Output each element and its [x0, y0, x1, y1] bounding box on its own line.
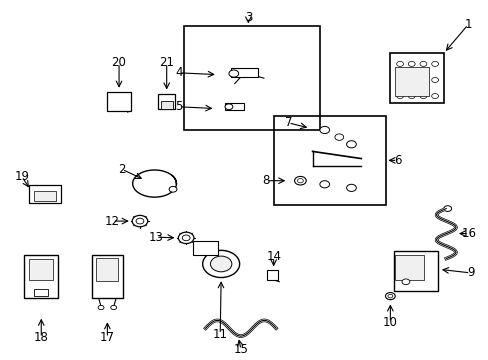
Circle shape — [419, 77, 426, 82]
Bar — [393, 251, 437, 291]
Bar — [91, 255, 123, 298]
Circle shape — [396, 62, 403, 66]
Text: 2: 2 — [118, 163, 125, 176]
Circle shape — [98, 305, 104, 310]
Text: 6: 6 — [393, 154, 401, 167]
Circle shape — [385, 293, 394, 300]
Text: 7: 7 — [284, 116, 291, 129]
Circle shape — [178, 232, 194, 244]
Bar — [158, 94, 175, 109]
Circle shape — [396, 77, 403, 82]
Circle shape — [387, 294, 392, 298]
Text: 8: 8 — [262, 174, 269, 187]
Circle shape — [169, 186, 177, 192]
Text: 3: 3 — [244, 11, 251, 24]
Circle shape — [182, 235, 190, 241]
Circle shape — [407, 77, 414, 82]
Text: 13: 13 — [148, 231, 163, 244]
Circle shape — [319, 126, 329, 134]
Bar — [394, 67, 428, 96]
Circle shape — [294, 176, 305, 185]
Text: 17: 17 — [100, 332, 115, 345]
Bar — [273, 116, 385, 205]
Bar — [389, 53, 443, 103]
Bar — [160, 102, 172, 109]
Text: 10: 10 — [382, 316, 397, 329]
Bar — [96, 258, 118, 281]
Circle shape — [346, 184, 356, 192]
Bar — [224, 103, 244, 111]
Circle shape — [224, 104, 232, 110]
Text: 14: 14 — [265, 250, 281, 263]
Bar — [394, 255, 424, 280]
Circle shape — [346, 141, 356, 148]
Text: 18: 18 — [34, 332, 49, 345]
Text: 4: 4 — [175, 66, 182, 79]
Circle shape — [334, 134, 343, 140]
Circle shape — [431, 94, 438, 99]
Bar — [34, 289, 48, 296]
Bar — [24, 255, 58, 298]
Text: 5: 5 — [175, 100, 182, 113]
Text: 20: 20 — [111, 56, 126, 69]
Bar — [193, 241, 217, 255]
Circle shape — [431, 62, 438, 66]
Circle shape — [319, 181, 329, 188]
Bar — [107, 91, 131, 111]
Circle shape — [419, 94, 426, 99]
Circle shape — [431, 77, 438, 82]
Text: 12: 12 — [104, 215, 120, 228]
Bar — [34, 191, 56, 202]
Text: 19: 19 — [14, 170, 29, 183]
Text: 11: 11 — [212, 328, 227, 341]
Circle shape — [210, 256, 231, 272]
Text: 15: 15 — [233, 343, 248, 356]
Bar — [29, 185, 61, 203]
Text: 9: 9 — [466, 266, 473, 279]
Circle shape — [401, 279, 409, 285]
Bar — [267, 270, 278, 280]
Bar — [29, 258, 53, 280]
Circle shape — [136, 218, 143, 224]
Text: 16: 16 — [461, 227, 476, 240]
Circle shape — [202, 250, 239, 278]
Circle shape — [407, 94, 414, 99]
Bar — [231, 68, 257, 77]
Circle shape — [111, 305, 116, 310]
Text: 1: 1 — [464, 18, 471, 31]
Circle shape — [228, 70, 238, 77]
Bar — [183, 26, 319, 130]
Text: 21: 21 — [159, 56, 174, 69]
Circle shape — [132, 215, 147, 227]
Circle shape — [443, 206, 451, 211]
Circle shape — [407, 62, 414, 66]
Circle shape — [419, 62, 426, 66]
Circle shape — [297, 179, 303, 183]
Circle shape — [396, 94, 403, 99]
